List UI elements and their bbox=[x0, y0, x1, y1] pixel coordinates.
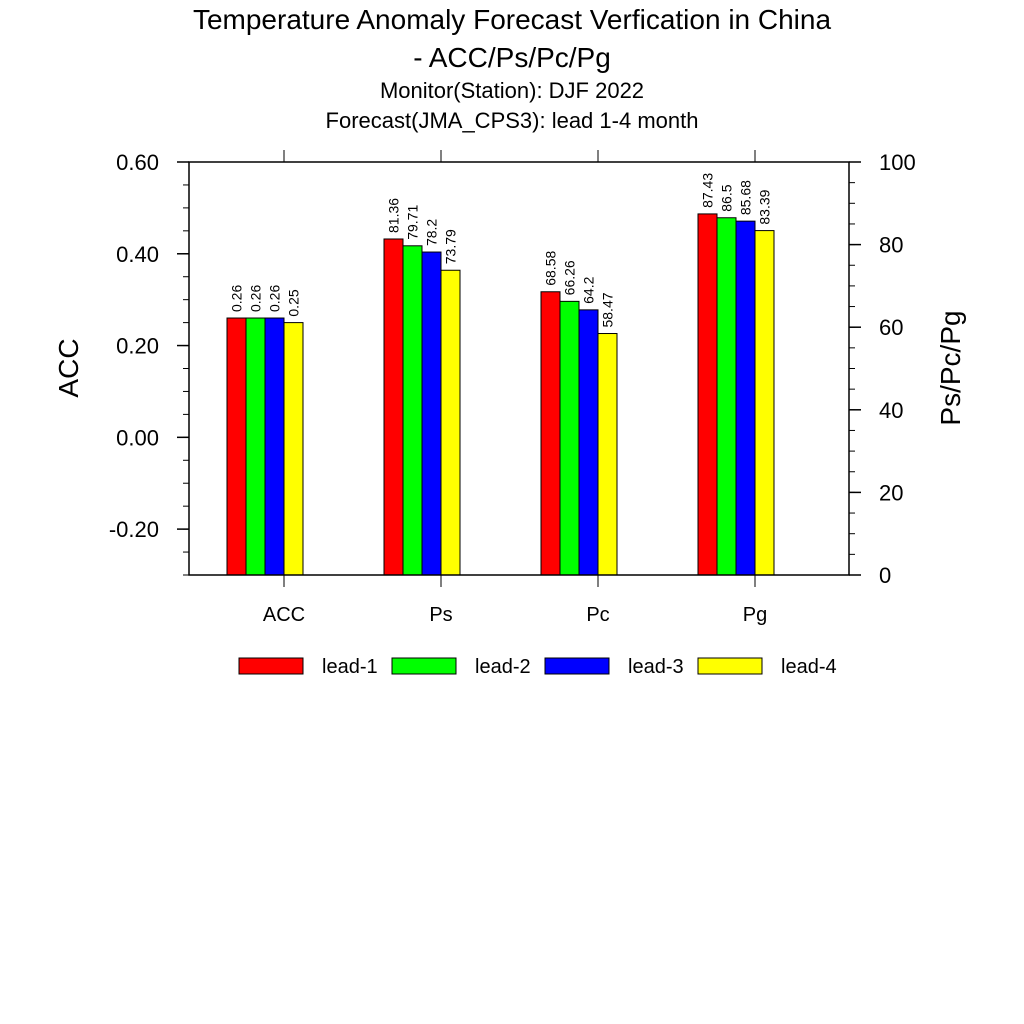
legend: lead-1 lead-2 lead-3 lead-4 bbox=[238, 656, 837, 678]
bar-value-label: 68.58 bbox=[543, 251, 559, 286]
y-tick-label-left: 0.20 bbox=[116, 334, 159, 359]
chart-subtitle-forecast: Forecast(JMA_CPS3): lead 1-4 month bbox=[325, 108, 699, 133]
bar-lead-1 bbox=[383, 238, 404, 576]
bar-value-label: 81.36 bbox=[386, 198, 402, 233]
y-tick-label-right: 80 bbox=[879, 233, 903, 258]
chart-subtitle-monitor: Monitor(Station): DJF 2022 bbox=[379, 78, 645, 103]
bar-lead-3 bbox=[264, 317, 285, 576]
bars-layer bbox=[226, 213, 775, 576]
bar-value-label: 64.2 bbox=[581, 276, 597, 303]
bar-lead-2 bbox=[716, 217, 737, 576]
bar-value-label: 58.47 bbox=[600, 292, 616, 327]
legend-label: lead-2 bbox=[475, 656, 531, 678]
chart-title-line1: Temperature Anomaly Forecast Verfication… bbox=[192, 4, 832, 35]
bar-lead-2 bbox=[402, 245, 423, 576]
bar-value-label: 73.79 bbox=[443, 229, 459, 264]
bar-lead-3 bbox=[578, 309, 599, 576]
y-tick-label-left: 0.40 bbox=[116, 242, 159, 267]
y-axis-title-left: ACC bbox=[53, 338, 84, 397]
x-tick-label: Pg bbox=[743, 604, 767, 626]
bar-lead-4 bbox=[754, 230, 775, 576]
bar-value-label: 79.71 bbox=[405, 205, 421, 240]
y-tick-label-right: 60 bbox=[879, 315, 903, 340]
bar-value-label: 85.68 bbox=[738, 180, 754, 215]
y-tick-label-left: 0.60 bbox=[116, 150, 159, 175]
bar-lead-4 bbox=[440, 269, 461, 576]
chart-title-line2: - ACC/Ps/Pc/Pg bbox=[413, 42, 611, 73]
bar-value-label: 66.26 bbox=[562, 260, 578, 295]
bar-value-label: 86.5 bbox=[719, 184, 735, 211]
bar-lead-1 bbox=[697, 213, 718, 576]
legend-label: lead-3 bbox=[628, 656, 684, 678]
y-tick-label-right: 0 bbox=[879, 563, 891, 588]
y-tick-label-right: 100 bbox=[879, 150, 916, 175]
bar-lead-3 bbox=[421, 251, 442, 576]
bar-value-label: 0.26 bbox=[229, 285, 245, 312]
legend-label: lead-1 bbox=[322, 656, 378, 678]
legend-swatch-lead-2 bbox=[391, 657, 457, 675]
bar-value-label: 83.39 bbox=[757, 189, 773, 224]
bar-value-label: 87.43 bbox=[700, 173, 716, 208]
legend-swatch-lead-4 bbox=[697, 657, 763, 675]
x-tick-label: Ps bbox=[429, 604, 452, 626]
x-tick-label: Pc bbox=[586, 604, 609, 626]
bar-lead-3 bbox=[735, 220, 756, 576]
left-axis: 0.60 0.40 0.20 0.00 -0.20 bbox=[109, 150, 189, 576]
y-tick-label-right: 20 bbox=[879, 480, 903, 505]
y-axis-title-right: Ps/Pc/Pg bbox=[935, 310, 966, 425]
y-tick-label-left: -0.20 bbox=[109, 517, 159, 542]
x-tick-label: ACC bbox=[263, 604, 305, 626]
bar-value-label: 0.25 bbox=[286, 289, 302, 316]
x-axis: ACC Ps Pc Pg bbox=[263, 150, 767, 626]
bar-lead-2 bbox=[559, 300, 580, 576]
y-tick-label-left: 0.00 bbox=[116, 425, 159, 450]
legend-label: lead-4 bbox=[781, 656, 837, 678]
bar-lead-4 bbox=[597, 333, 618, 576]
bar-lead-1 bbox=[540, 291, 561, 576]
bar-value-label: 0.26 bbox=[267, 285, 283, 312]
legend-swatch-lead-3 bbox=[544, 657, 610, 675]
bar-value-label: 0.26 bbox=[248, 285, 264, 312]
bar-lead-4 bbox=[283, 322, 304, 576]
y-tick-label-right: 40 bbox=[879, 398, 903, 423]
bar-lead-2 bbox=[245, 317, 266, 576]
bar-lead-1 bbox=[226, 317, 247, 576]
legend-swatch-lead-1 bbox=[238, 657, 304, 675]
right-axis: 100 80 60 40 20 0 bbox=[849, 150, 916, 588]
value-labels-layer: 0.26 81.36 68.58 87.43 0.26 79.71 66.26 86.5 0.2… bbox=[229, 173, 773, 328]
bar-value-label: 78.2 bbox=[424, 219, 440, 246]
